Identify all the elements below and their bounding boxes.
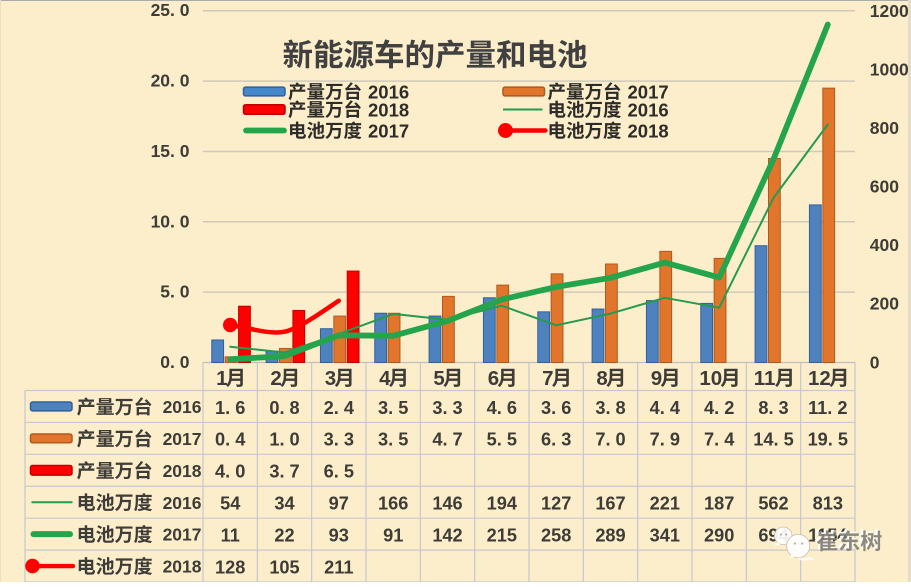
- svg-text:11: 11: [221, 525, 240, 545]
- svg-text:3. 3: 3. 3: [432, 398, 462, 418]
- svg-text:6: 6: [488, 367, 499, 390]
- svg-text:2017: 2017: [163, 525, 202, 545]
- svg-text:5. 5: 5. 5: [487, 430, 517, 450]
- svg-text:2017: 2017: [628, 81, 669, 102]
- svg-text:3. 8: 3. 8: [595, 398, 625, 418]
- svg-text:3. 5: 3. 5: [378, 398, 408, 418]
- svg-text:5. 0: 5. 0: [160, 282, 189, 302]
- svg-text:221: 221: [650, 494, 680, 514]
- svg-text:290: 290: [704, 525, 734, 545]
- svg-text:91: 91: [383, 525, 403, 545]
- svg-text:6. 5: 6. 5: [324, 462, 354, 482]
- svg-text:7. 0: 7. 0: [595, 430, 625, 450]
- svg-text:562: 562: [758, 494, 788, 514]
- svg-text:341: 341: [650, 525, 680, 545]
- svg-text:93: 93: [329, 525, 349, 545]
- svg-text:14. 5: 14. 5: [753, 430, 793, 450]
- svg-text:187: 187: [704, 494, 734, 514]
- svg-text:1200: 1200: [870, 1, 909, 21]
- svg-text:2016: 2016: [163, 493, 202, 513]
- svg-text:167: 167: [595, 494, 625, 514]
- svg-text:4: 4: [379, 367, 391, 390]
- svg-text:2018: 2018: [628, 120, 669, 141]
- svg-text:166: 166: [378, 494, 408, 514]
- svg-text:258: 258: [541, 525, 571, 545]
- svg-text:4. 4: 4. 4: [650, 398, 681, 418]
- svg-text:19. 5: 19. 5: [808, 430, 848, 450]
- svg-text:400: 400: [870, 235, 899, 255]
- svg-text:128: 128: [215, 557, 245, 577]
- svg-text:3. 3: 3. 3: [324, 430, 354, 450]
- svg-text:7. 9: 7. 9: [650, 430, 680, 450]
- svg-text:97: 97: [329, 494, 349, 514]
- svg-text:4. 0: 4. 0: [215, 462, 245, 482]
- svg-text:1: 1: [216, 367, 227, 390]
- svg-text:600: 600: [870, 177, 899, 197]
- svg-text:0. 4: 0. 4: [215, 430, 246, 450]
- svg-text:5: 5: [433, 367, 444, 390]
- svg-text:2018: 2018: [163, 461, 202, 481]
- svg-text:211: 211: [324, 557, 353, 577]
- svg-text:11. 2: 11. 2: [808, 398, 847, 418]
- svg-text:215: 215: [487, 525, 517, 545]
- svg-text:25. 0: 25. 0: [151, 0, 190, 20]
- svg-text:800: 800: [870, 118, 899, 138]
- svg-text:7. 4: 7. 4: [704, 430, 735, 450]
- svg-text:20. 0: 20. 0: [151, 71, 190, 91]
- svg-text:1. 0: 1. 0: [269, 430, 299, 450]
- svg-text:15. 0: 15. 0: [151, 141, 190, 161]
- svg-text:289: 289: [595, 525, 625, 545]
- svg-text:10: 10: [699, 367, 722, 390]
- svg-text:200: 200: [870, 294, 899, 314]
- svg-text:2016: 2016: [163, 397, 202, 417]
- svg-text:4. 2: 4. 2: [704, 398, 734, 418]
- svg-text:12: 12: [808, 367, 831, 390]
- svg-text:0. 8: 0. 8: [269, 398, 299, 418]
- svg-text:2016: 2016: [368, 81, 409, 102]
- svg-text:0: 0: [870, 352, 880, 372]
- svg-text:8: 8: [596, 367, 607, 390]
- svg-text:4. 6: 4. 6: [487, 398, 517, 418]
- svg-text:10. 0: 10. 0: [151, 211, 190, 231]
- svg-text:1. 6: 1. 6: [215, 398, 245, 418]
- svg-text:34: 34: [274, 494, 295, 514]
- svg-text:8. 3: 8. 3: [758, 398, 788, 418]
- svg-text:3. 6: 3. 6: [541, 398, 571, 418]
- svg-text:127: 127: [541, 494, 571, 514]
- svg-text:4. 7: 4. 7: [432, 430, 462, 450]
- svg-text:2018: 2018: [163, 557, 202, 577]
- svg-text:54: 54: [220, 494, 241, 514]
- svg-text:3. 7: 3. 7: [269, 462, 299, 482]
- svg-text:2. 4: 2. 4: [324, 398, 355, 418]
- svg-text:7: 7: [542, 367, 553, 390]
- svg-text:2017: 2017: [368, 120, 409, 141]
- svg-text:2: 2: [270, 367, 281, 390]
- svg-text:3. 5: 3. 5: [378, 430, 408, 450]
- svg-text:194: 194: [487, 494, 518, 514]
- svg-text:2017: 2017: [163, 429, 202, 449]
- svg-text:11: 11: [754, 367, 776, 390]
- svg-text:105: 105: [269, 557, 299, 577]
- svg-text:2018: 2018: [368, 99, 409, 120]
- svg-text:9: 9: [651, 367, 662, 390]
- svg-text:3: 3: [325, 367, 336, 390]
- svg-text:0. 0: 0. 0: [160, 352, 189, 372]
- svg-text:6. 3: 6. 3: [541, 430, 571, 450]
- svg-text:142: 142: [432, 525, 462, 545]
- svg-text:2016: 2016: [628, 99, 669, 120]
- svg-text:146: 146: [432, 494, 462, 514]
- svg-text:1000: 1000: [870, 59, 909, 79]
- svg-text:813: 813: [813, 494, 843, 514]
- svg-text:22: 22: [274, 525, 294, 545]
